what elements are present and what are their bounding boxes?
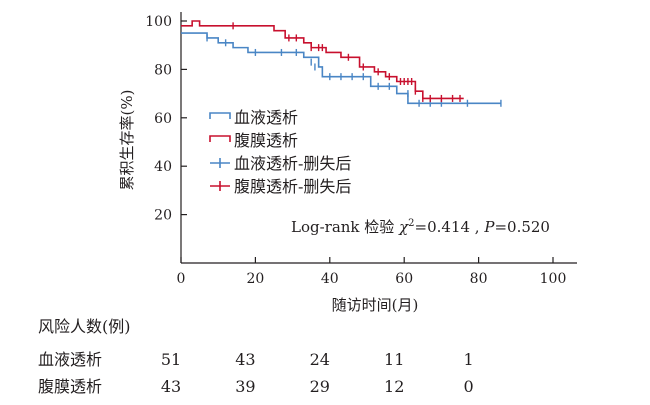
x-tick-label: 60 (395, 271, 413, 287)
x-tick-label: 20 (246, 271, 264, 287)
legend-line-swatch (209, 135, 231, 142)
risk-count: 11 (384, 350, 404, 369)
risk-count: 12 (384, 377, 404, 396)
y-tick-label: 40 (154, 159, 172, 175)
y-tick-label: 100 (145, 14, 172, 30)
x-axis-title: 随访时间(月) (332, 296, 419, 314)
chi-value: =0.414 , (415, 218, 485, 236)
y-ticks: 20 40 60 80 100 (145, 14, 187, 224)
series-layer (181, 20, 502, 107)
x-tick-label: 80 (470, 271, 488, 287)
risk-table-title: 风险人数(例) (38, 317, 131, 336)
legend-label: 血液透析 (234, 108, 298, 127)
risk-count: 1 (464, 350, 474, 369)
risk-count: 43 (161, 377, 181, 396)
x-tick-label: 100 (540, 271, 567, 287)
survival-curve-1 (181, 32, 501, 105)
legend-line-swatch (209, 112, 231, 119)
legend-label: 血液透析-删失后 (234, 154, 351, 173)
p-symbol: P (483, 218, 495, 236)
x-tick-label: 0 (177, 271, 186, 287)
risk-count: 43 (235, 350, 255, 369)
x-tick-label: 40 (321, 271, 339, 287)
legend-label: 腹膜透析-删失后 (234, 177, 351, 196)
x-ticks: 0 20 40 60 80 100 (177, 257, 567, 287)
y-tick-label: 60 (154, 111, 172, 127)
risk-count: 0 (464, 377, 474, 396)
axes (180, 12, 577, 264)
legend-label: 腹膜透析 (234, 131, 298, 150)
y-tick-label: 80 (154, 62, 172, 78)
risk-count: 29 (310, 377, 330, 396)
logrank-prefix: Log-rank 检验 (291, 218, 399, 236)
chi-symbol: χ (398, 218, 409, 236)
risk-count: 39 (235, 377, 255, 396)
risk-count: 24 (310, 350, 330, 369)
y-axis-title: 累积生存率(%) (118, 90, 136, 191)
y-tick-label: 20 (154, 208, 172, 224)
risk-row-label: 血液透析 (38, 350, 102, 369)
p-value: =0.520 (494, 218, 550, 236)
chi-superscript: 2 (408, 218, 414, 229)
risk-count: 51 (161, 350, 181, 369)
survival-curve-2 (181, 20, 464, 100)
logrank-annotation: Log-rank 检验 χ2=0.414 , P=0.520 (291, 218, 550, 236)
risk-row-label: 腹膜透析 (38, 377, 102, 396)
